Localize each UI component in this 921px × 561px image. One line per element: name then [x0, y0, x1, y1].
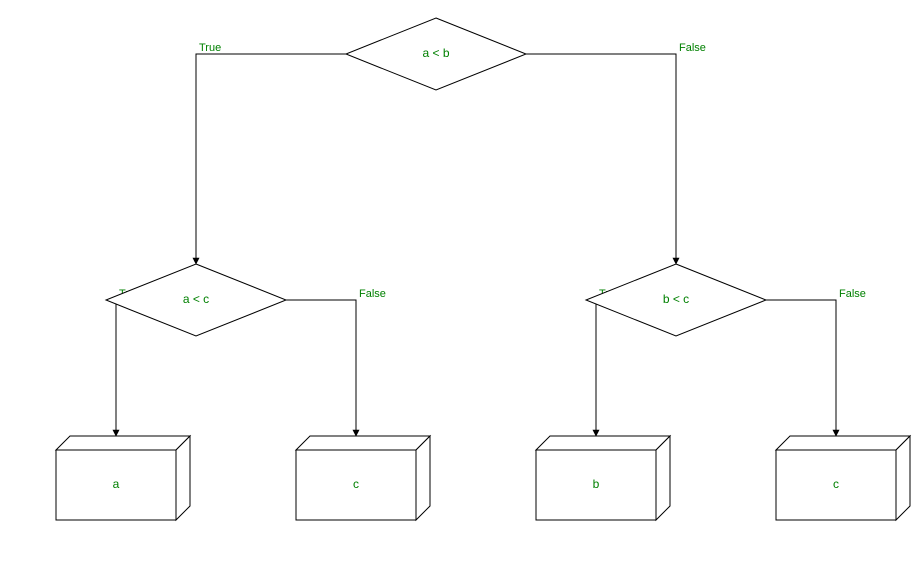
terminal-node: b: [536, 436, 670, 520]
cuboid-side: [896, 436, 910, 520]
cuboid-side: [656, 436, 670, 520]
cuboid-side: [176, 436, 190, 520]
edge: [286, 300, 356, 436]
node-label: a < b: [422, 46, 449, 60]
node-label: c: [353, 477, 359, 491]
cuboid-top: [776, 436, 910, 450]
decision-node: a < b: [346, 18, 526, 90]
node-label: a < c: [183, 292, 209, 306]
edge: [526, 54, 676, 264]
flowchart-canvas: TrueFalseTrueFalseTrueFalse a < ba < cb …: [0, 0, 921, 561]
node-label: a: [113, 477, 120, 491]
edge-label: False: [839, 288, 866, 300]
cuboid-top: [536, 436, 670, 450]
cuboid-side: [416, 436, 430, 520]
cuboid-top: [296, 436, 430, 450]
edge-label: False: [359, 288, 386, 300]
node-label: b < c: [663, 292, 689, 306]
terminal-node: c: [776, 436, 910, 520]
terminal-node: a: [56, 436, 190, 520]
edge: [196, 54, 346, 264]
edge: [586, 300, 596, 436]
decision-node: b < c: [586, 264, 766, 336]
node-label: b: [593, 477, 600, 491]
edge-label: False: [679, 42, 706, 54]
node-label: c: [833, 477, 839, 491]
edge: [766, 300, 836, 436]
decision-node: a < c: [106, 264, 286, 336]
cuboid-top: [56, 436, 190, 450]
terminal-node: c: [296, 436, 430, 520]
edge-label: True: [199, 42, 221, 54]
edge: [106, 300, 116, 436]
